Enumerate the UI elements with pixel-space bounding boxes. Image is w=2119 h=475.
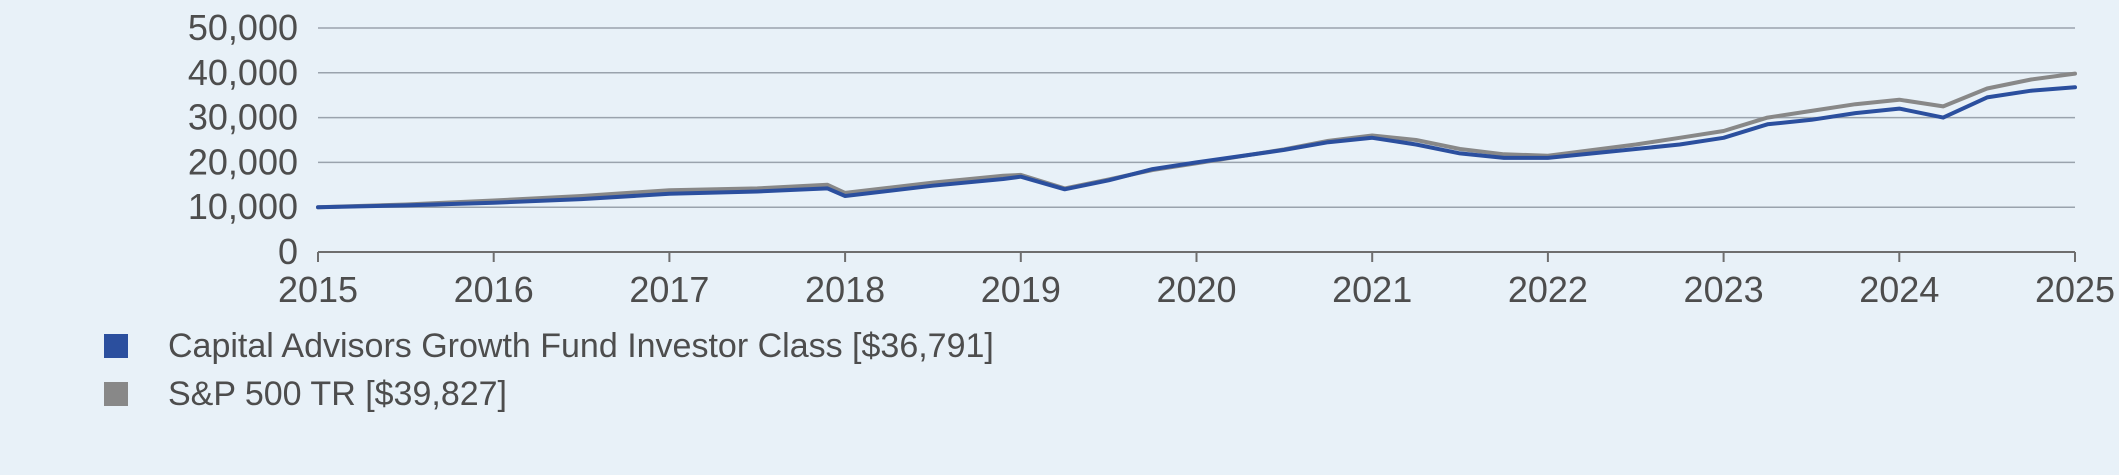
x-tick-label: 2021 — [1332, 269, 1412, 310]
legend-item-sp500: S&P 500 TR [$39,827] — [104, 370, 994, 418]
x-tick-label: 2024 — [1859, 269, 1939, 310]
x-tick-label: 2015 — [278, 269, 358, 310]
x-tick-label: 2017 — [629, 269, 709, 310]
x-tick-label: 2018 — [805, 269, 885, 310]
series-lines — [316, 71, 2077, 210]
series-line-sp500 — [316, 71, 2077, 210]
grid-lines — [318, 27, 2075, 253]
x-tick-label: 2016 — [454, 269, 534, 310]
legend-item-fund: Capital Advisors Growth Fund Investor Cl… — [104, 322, 994, 370]
legend: Capital Advisors Growth Fund Investor Cl… — [104, 322, 994, 418]
series-line-fund — [316, 85, 2077, 210]
y-tick-label: 20,000 — [188, 141, 298, 182]
legend-swatch-fund — [104, 334, 128, 358]
x-tick-label: 2019 — [981, 269, 1061, 310]
y-tick-label: 40,000 — [188, 52, 298, 93]
legend-label-fund: Capital Advisors Growth Fund Investor Cl… — [168, 326, 994, 365]
x-tick-label: 2025 — [2035, 269, 2115, 310]
x-axis-ticks: 2015 2016 2017 2018 2019 2020 2021 2022 2023 2024… — [278, 252, 2115, 310]
y-tick-label: 0 — [278, 231, 298, 272]
x-tick-label: 2022 — [1508, 269, 1588, 310]
x-tick-label: 2023 — [1684, 269, 1764, 310]
y-tick-label: 10,000 — [188, 186, 298, 227]
legend-label-sp500: S&P 500 TR [$39,827] — [168, 374, 507, 413]
x-tick-label: 2020 — [1156, 269, 1236, 310]
y-tick-label: 50,000 — [188, 7, 298, 48]
y-tick-label: 30,000 — [188, 97, 298, 138]
legend-swatch-sp500 — [104, 382, 128, 406]
